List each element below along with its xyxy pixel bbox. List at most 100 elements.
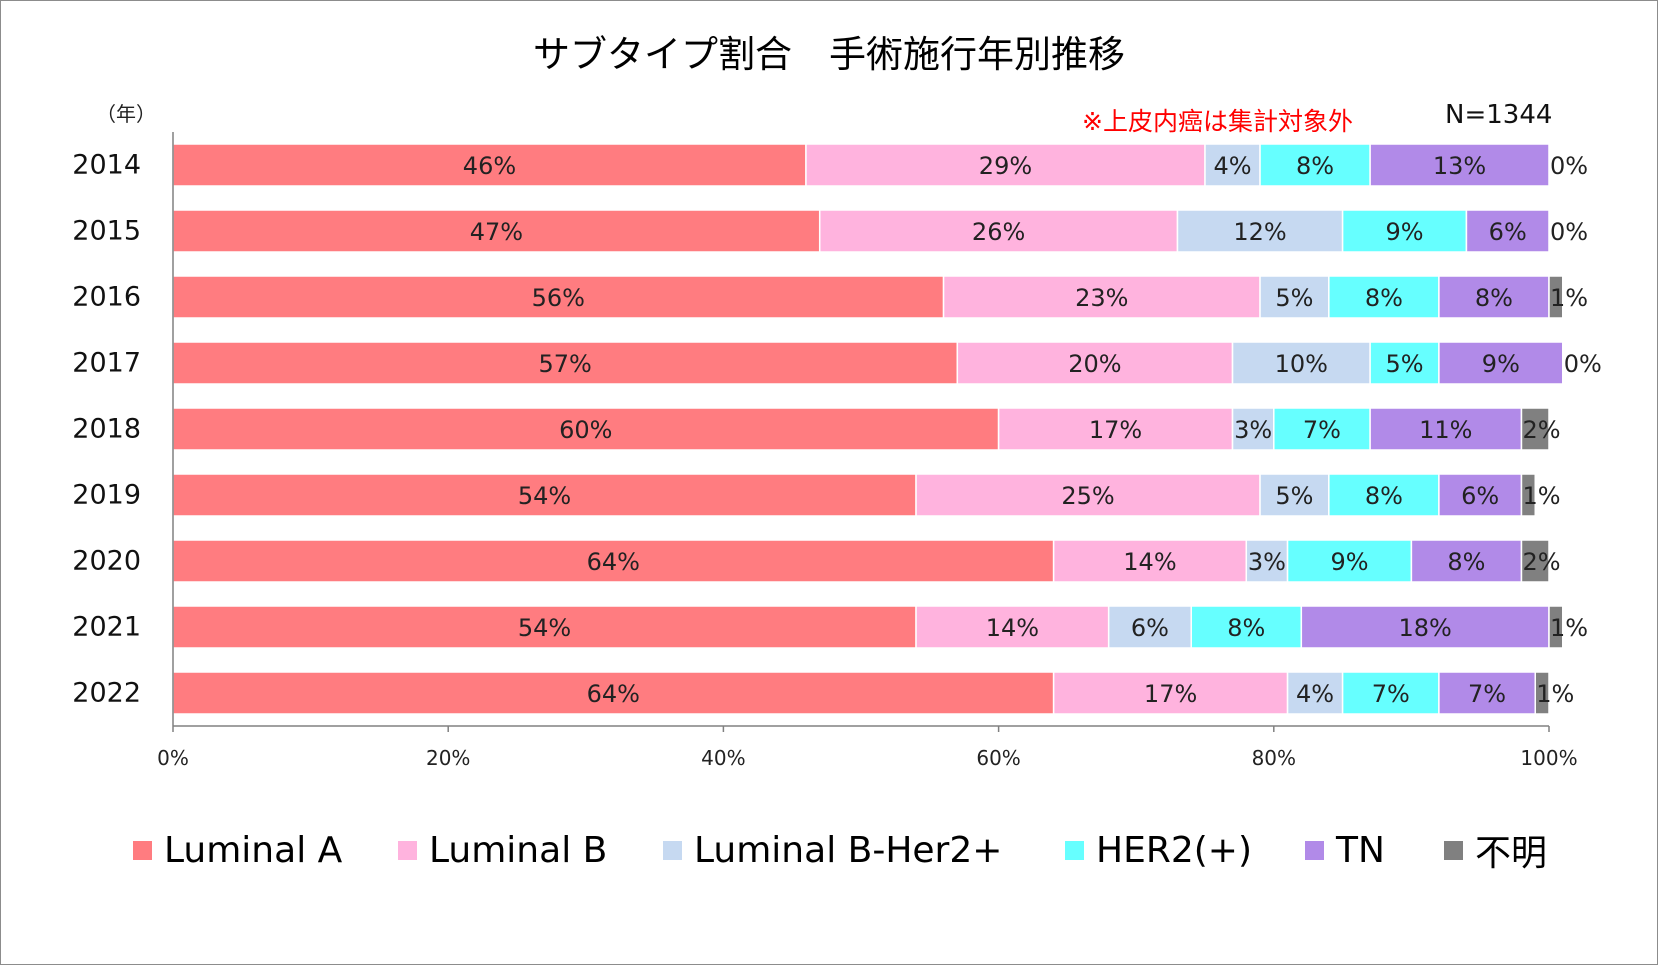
data-label-2017-5: 0% (1564, 350, 1602, 378)
legend-item-1: Luminal B (398, 826, 607, 874)
bar-segment-2021-5 (1548, 605, 1564, 649)
data-label-2020-2: 3% (1248, 548, 1286, 576)
bar-segment-2019-3 (1328, 473, 1440, 517)
bar-segment-2017-0 (172, 341, 959, 385)
bar-segment-2020-5 (1520, 539, 1550, 583)
bar-segment-2022-4 (1438, 671, 1536, 715)
y-tick-label-2019: 2019 (72, 480, 141, 511)
data-label-2020-1: 14% (1123, 548, 1176, 576)
bar-segment-2020-2 (1245, 539, 1289, 583)
data-label-2019-1: 25% (1061, 482, 1114, 510)
data-label-2018-0: 60% (559, 416, 612, 444)
legend-label-4: TN (1336, 829, 1385, 871)
data-label-2016-5: 1% (1550, 284, 1588, 312)
bar-segment-2014-4 (1369, 143, 1550, 187)
legend-label-0: Luminal A (164, 829, 343, 871)
data-label-2021-0: 54% (518, 614, 571, 642)
data-label-2018-2: 3% (1234, 416, 1272, 444)
bar-segment-2018-3 (1273, 407, 1371, 451)
y-tick-label-2015: 2015 (72, 216, 141, 247)
bar-segment-2017-3 (1369, 341, 1440, 385)
data-label-2016-1: 23% (1075, 284, 1128, 312)
data-label-2019-0: 54% (518, 482, 571, 510)
data-label-2022-0: 64% (587, 680, 640, 708)
y-tick-label-2022: 2022 (72, 678, 141, 709)
data-label-2018-3: 7% (1303, 416, 1341, 444)
data-label-2021-4: 18% (1398, 614, 1451, 642)
data-label-2016-0: 56% (532, 284, 585, 312)
legend-item-2: Luminal B-Her2+ (663, 826, 1002, 874)
data-label-2019-3: 8% (1365, 482, 1403, 510)
data-label-2018-5: 2% (1522, 416, 1560, 444)
data-label-2017-4: 9% (1482, 350, 1520, 378)
data-label-2018-4: 11% (1419, 416, 1472, 444)
data-label-2021-1: 14% (986, 614, 1039, 642)
x-tick-label-5: 100% (1520, 746, 1577, 770)
data-label-2015-2: 12% (1233, 218, 1286, 246)
legend-swatch-3 (1065, 840, 1084, 860)
bar-segment-2021-4 (1300, 605, 1550, 649)
chart-title: サブタイプ割合 手術施行年別推移 (533, 33, 1125, 76)
data-label-2020-3: 9% (1330, 548, 1368, 576)
legend-item-4: TN (1305, 826, 1385, 874)
legend-item-5: 不明 (1444, 826, 1547, 874)
y-tick-label-2020: 2020 (72, 546, 141, 577)
x-tick-label-3: 60% (976, 746, 1020, 770)
bar-segment-2019-4 (1438, 473, 1523, 517)
bar-segment-2022-2 (1286, 671, 1344, 715)
data-label-2021-2: 6% (1131, 614, 1169, 642)
bar-segment-2015-0 (172, 209, 821, 253)
data-label-2015-5: 0% (1550, 218, 1588, 246)
legend-label-1: Luminal B (429, 829, 608, 871)
bar-segment-2016-5 (1548, 275, 1564, 319)
bar-segment-2016-0 (172, 275, 945, 319)
bar-segment-2021-3 (1190, 605, 1303, 649)
bar-segment-2015-2 (1176, 209, 1344, 253)
sample-size-label: N=1344 (1445, 100, 1553, 130)
data-label-2015-3: 9% (1385, 218, 1423, 246)
legend-item-0: Luminal A (133, 826, 342, 874)
bar-segment-2020-1 (1052, 539, 1248, 583)
x-tick-label-2: 40% (701, 746, 745, 770)
bar-segment-2015-4 (1465, 209, 1550, 253)
data-label-2020-5: 2% (1522, 548, 1560, 576)
bar-segment-2018-4 (1369, 407, 1523, 451)
bar-segment-2015-1 (818, 209, 1179, 253)
data-label-2015-1: 26% (972, 218, 1025, 246)
y-tick-label-2018: 2018 (72, 414, 141, 445)
data-label-2016-3: 8% (1365, 284, 1403, 312)
y-tick-label-2021: 2021 (72, 612, 141, 643)
legend-swatch-5 (1444, 840, 1463, 860)
bar-segment-2014-2 (1204, 143, 1261, 187)
bar-segment-2019-5 (1520, 473, 1536, 517)
data-label-2015-0: 47% (470, 218, 523, 246)
data-label-2018-1: 17% (1089, 416, 1142, 444)
bar-segment-2019-1 (915, 473, 1261, 517)
y-axis-unit-label: （年） (96, 102, 156, 126)
data-label-2016-4: 8% (1475, 284, 1513, 312)
data-label-2019-2: 5% (1275, 482, 1313, 510)
data-label-2022-2: 4% (1296, 680, 1334, 708)
bar-segment-2014-3 (1259, 143, 1371, 187)
bar-segment-2020-4 (1410, 539, 1523, 583)
bar-segment-2021-0 (172, 605, 917, 649)
data-label-2014-0: 46% (463, 152, 516, 180)
chart-legend: Luminal A Luminal B Luminal B-Her2+ HER2(+)… (0, 826, 1658, 874)
bar-segment-2017-1 (956, 341, 1234, 385)
data-label-2014-2: 4% (1213, 152, 1251, 180)
data-label-2020-4: 8% (1447, 548, 1485, 576)
x-tick-label-0: 0% (157, 746, 189, 770)
data-label-2014-3: 8% (1296, 152, 1334, 180)
bar-segment-2018-5 (1520, 407, 1550, 451)
bar-segment-2022-1 (1052, 671, 1289, 715)
data-label-2017-3: 5% (1385, 350, 1423, 378)
data-label-2022-4: 7% (1468, 680, 1506, 708)
data-label-2017-1: 20% (1068, 350, 1121, 378)
legend-swatch-2 (663, 840, 682, 860)
data-label-2019-5: 1% (1522, 482, 1560, 510)
data-label-2022-1: 17% (1144, 680, 1197, 708)
legend-swatch-1 (398, 840, 417, 860)
bar-segment-2022-5 (1534, 671, 1550, 715)
exclusion-note: ※上皮内癌は集計対象外 (1082, 107, 1353, 136)
